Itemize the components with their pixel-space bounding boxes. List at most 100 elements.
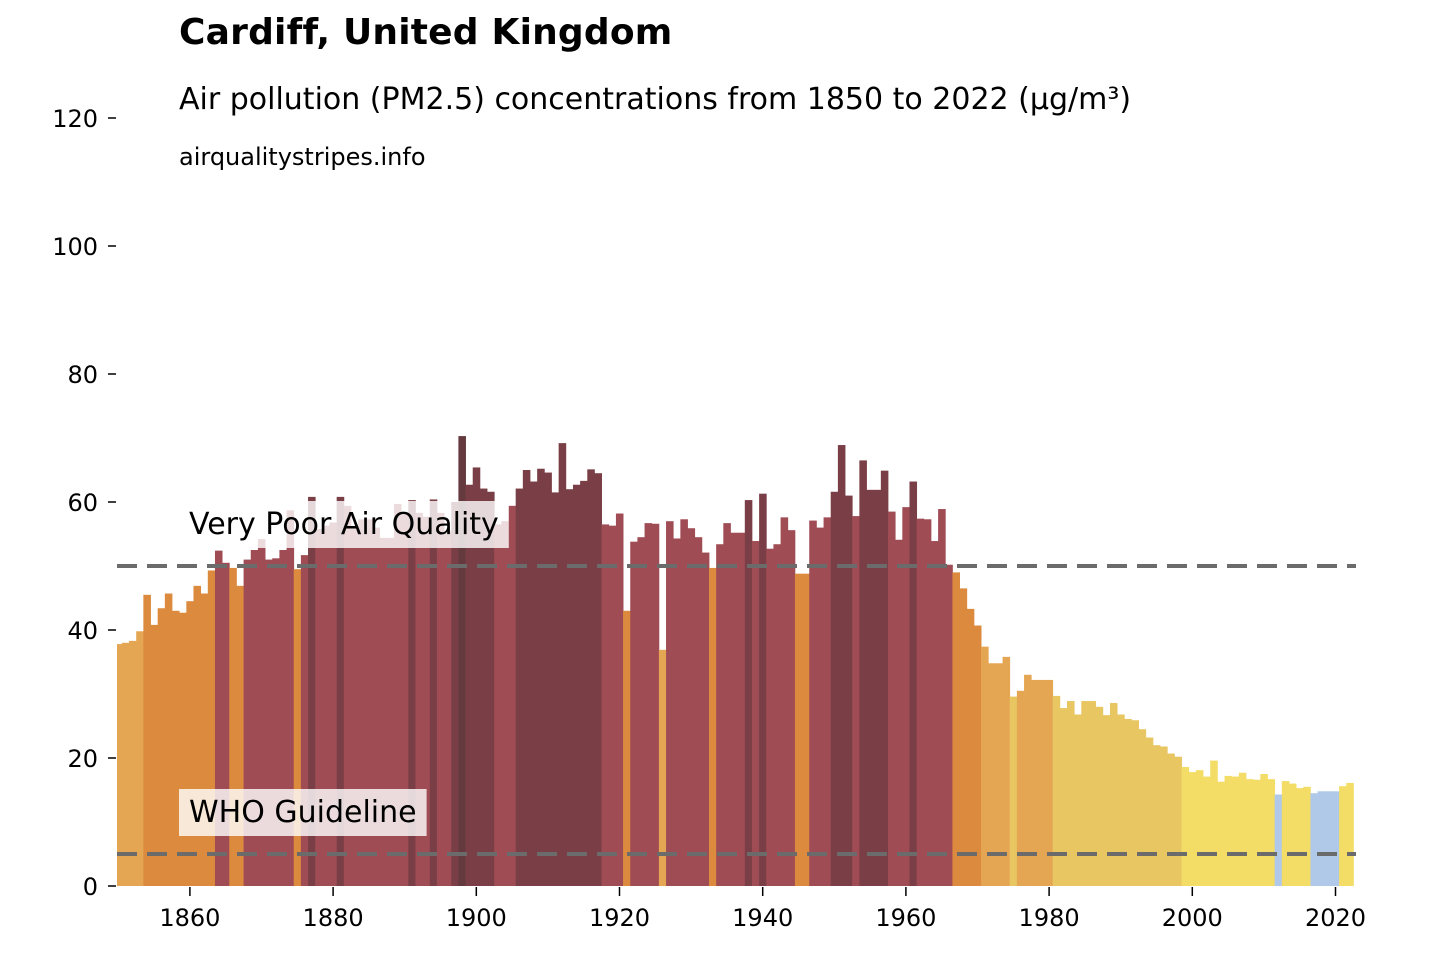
bar-1894 (429, 499, 438, 886)
bar-1912 (558, 443, 567, 886)
bar-1936 (730, 532, 739, 886)
bar-1995 (1152, 745, 1161, 886)
bar-1959 (895, 539, 903, 886)
bar-1876 (300, 555, 309, 886)
bar-1913 (565, 489, 574, 886)
bar-1902 (487, 491, 495, 886)
bar-1880 (329, 522, 338, 886)
bar-1951 (837, 445, 846, 886)
bar-1914 (572, 484, 581, 886)
bar-1937 (737, 532, 746, 886)
bar-2017 (1310, 793, 1318, 886)
bar-2009 (1253, 779, 1261, 886)
bar-1994 (1145, 737, 1154, 886)
bar-1921 (623, 610, 631, 886)
bar-1858 (172, 610, 180, 886)
bar-1895 (436, 512, 445, 886)
x-tick-label-1920: 1920 (589, 904, 650, 932)
bar-2019 (1324, 791, 1333, 886)
bar-1898 (458, 436, 466, 886)
bar-2021 (1339, 786, 1347, 886)
bar-1983 (1067, 701, 1075, 886)
bar-1920 (615, 513, 624, 886)
bar-1932 (701, 552, 710, 886)
bar-1892 (415, 512, 423, 886)
bar-1911 (551, 492, 560, 886)
bar-1859 (179, 612, 187, 886)
reference-label-box-1 (179, 789, 427, 836)
y-axis: 0 20 40 60 80 100 120 (52, 105, 116, 901)
bar-1967 (952, 572, 960, 886)
bar-1990 (1117, 714, 1125, 886)
bar-1855 (150, 624, 159, 886)
bar-1938 (744, 500, 753, 886)
y-tick-label-20: 20 (67, 745, 98, 773)
bar-1870 (257, 539, 266, 886)
bar-1853 (136, 631, 144, 886)
bar-1878 (315, 528, 323, 886)
bar-1953 (852, 516, 860, 886)
bar-1871 (265, 559, 273, 886)
y-tick-label-100: 100 (52, 233, 98, 261)
bar-1910 (544, 472, 552, 886)
bar-1896 (444, 530, 452, 886)
x-tick-label-1900: 1900 (446, 904, 507, 932)
bar-1985 (1081, 701, 1089, 886)
bar-1952 (845, 495, 853, 886)
bar-1975 (1009, 696, 1018, 886)
bar-1863 (207, 570, 216, 886)
bar-2014 (1288, 783, 1297, 886)
bar-2004 (1217, 781, 1225, 886)
x-tick-label-1880: 1880 (303, 904, 364, 932)
bar-1904 (501, 521, 509, 886)
bar-2012 (1274, 794, 1283, 886)
bar-1850 (117, 644, 123, 886)
bar-1879 (322, 525, 330, 886)
bar-1877 (308, 496, 316, 886)
x-tick-label-2000: 2000 (1162, 904, 1223, 932)
bar-1939 (751, 541, 760, 886)
y-tick-label-120: 120 (52, 105, 98, 133)
bar-1946 (802, 573, 810, 886)
bar-1966 (945, 564, 953, 886)
bar-1948 (816, 527, 824, 886)
bar-1860 (186, 601, 194, 886)
bar-1980 (1045, 679, 1054, 886)
y-tick-label-80: 80 (67, 361, 98, 389)
bar-2000 (1188, 772, 1197, 886)
bar-2007 (1238, 772, 1247, 886)
bar-2018 (1317, 791, 1326, 886)
bar-1957 (880, 470, 889, 886)
bar-1915 (580, 480, 588, 886)
bar-1893 (422, 516, 431, 886)
bar-1857 (164, 593, 173, 886)
bar-1956 (873, 489, 882, 886)
bar-1905 (508, 505, 517, 886)
bar-1867 (236, 585, 244, 886)
bar-1882 (343, 505, 352, 886)
bar-1862 (200, 593, 209, 886)
bar-1992 (1131, 720, 1139, 886)
bar-1998 (1174, 756, 1182, 886)
bar-1965 (938, 509, 946, 886)
bar-1899 (465, 484, 474, 886)
bar-1919 (608, 525, 617, 886)
bar-1935 (723, 523, 731, 886)
bar-1865 (222, 562, 230, 886)
bar-1996 (1160, 746, 1168, 886)
bar-1945 (794, 573, 803, 886)
bar-1944 (787, 530, 796, 886)
bar-2022 (1346, 782, 1354, 886)
bar-1887 (379, 537, 388, 886)
bar-1997 (1167, 753, 1175, 886)
bar-1934 (716, 544, 724, 886)
bar-1999 (1181, 766, 1190, 886)
bar-1886 (372, 527, 381, 886)
bar-1897 (451, 502, 459, 886)
reference-lines: Very Poor Air Quality WHO Guideline (117, 501, 1356, 856)
bar-1908 (530, 481, 538, 886)
bar-1962 (916, 518, 925, 886)
bar-1888 (386, 537, 395, 886)
bar-1933 (709, 567, 717, 886)
bar-1955 (866, 489, 875, 886)
